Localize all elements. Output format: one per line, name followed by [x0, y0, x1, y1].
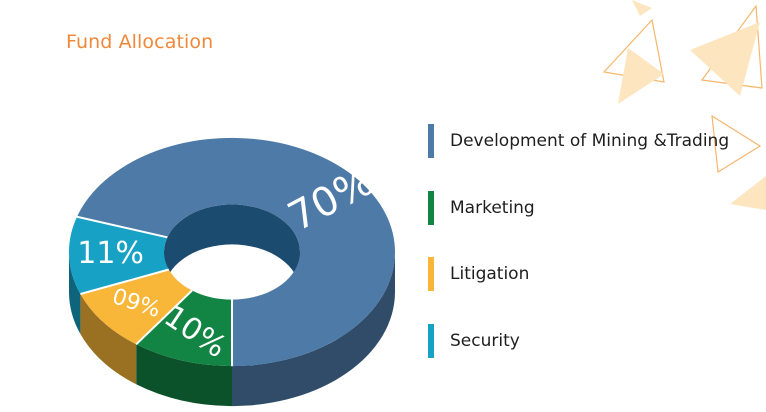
- slice-side-wall: [68, 252, 81, 334]
- slice-litigation: [80, 269, 192, 345]
- legend-color-swatch: [428, 257, 434, 291]
- legend-color-swatch: [428, 124, 434, 158]
- decor-triangle-filled: [618, 48, 664, 104]
- slice-side-wall: [232, 252, 395, 407]
- decor-triangle-filled: [690, 22, 760, 96]
- legend-label: Litigation: [450, 264, 530, 284]
- decor-triangle-outline: [711, 114, 762, 174]
- slice-separator: [135, 289, 193, 346]
- donut-hole-wall: [164, 204, 300, 292]
- legend-color-swatch: [428, 191, 434, 225]
- slice-security: [68, 216, 169, 294]
- slice-separator: [80, 268, 170, 295]
- slice-separator: [76, 215, 168, 239]
- legend-item: Litigation: [428, 257, 758, 291]
- legend-item: Marketing: [428, 191, 758, 225]
- legend-item: Security: [428, 324, 758, 358]
- slice-side-wall: [136, 344, 232, 407]
- chart-title: Fund Allocation: [66, 31, 214, 53]
- legend-label: Development of Mining &Trading: [450, 131, 730, 151]
- slice-value-label: 11%: [77, 236, 144, 271]
- legend-color-swatch: [428, 324, 434, 358]
- legend-label: Marketing: [450, 198, 535, 218]
- slice-development-of-mining-trading: [77, 137, 396, 367]
- legend-item: Development of Mining &Trading: [428, 124, 758, 158]
- slice-side-wall: [80, 294, 137, 385]
- slice-marketing: [136, 290, 232, 367]
- legend-label: Security: [450, 331, 520, 351]
- decor-triangle-filled: [730, 176, 766, 210]
- decor-triangle-filled: [632, 0, 652, 16]
